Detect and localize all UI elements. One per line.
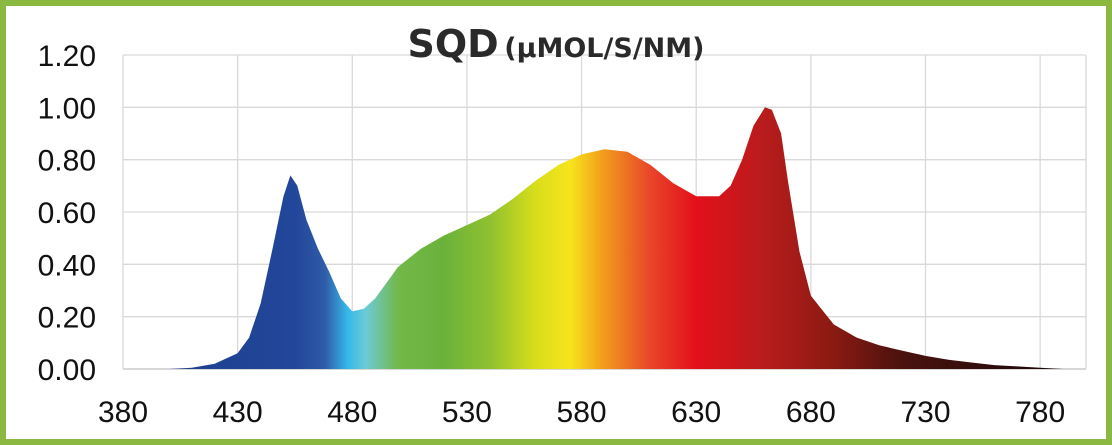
- x-tick-label: 780: [1015, 396, 1065, 429]
- spectrum-area: [168, 107, 1064, 370]
- y-tick-label: 1.00: [38, 92, 96, 125]
- x-tick-label: 380: [98, 396, 148, 429]
- chart-title: SQD (µMOL/S/NM): [407, 22, 704, 66]
- y-tick-label: 0.80: [38, 145, 96, 178]
- x-tick-label: 480: [327, 396, 377, 429]
- y-tick-label: 0.40: [38, 249, 96, 282]
- x-tick-label: 630: [671, 396, 721, 429]
- x-tick-label: 730: [900, 396, 950, 429]
- y-tick-label: 0.60: [38, 197, 96, 230]
- x-tick-label: 530: [442, 396, 492, 429]
- x-tick-label: 430: [213, 396, 263, 429]
- x-tick-label: 680: [786, 396, 836, 429]
- x-tick-label: 580: [557, 396, 607, 429]
- y-tick-label: 1.20: [38, 40, 96, 73]
- y-tick-label: 0.20: [38, 302, 96, 335]
- y-tick-label: 0.00: [38, 354, 96, 387]
